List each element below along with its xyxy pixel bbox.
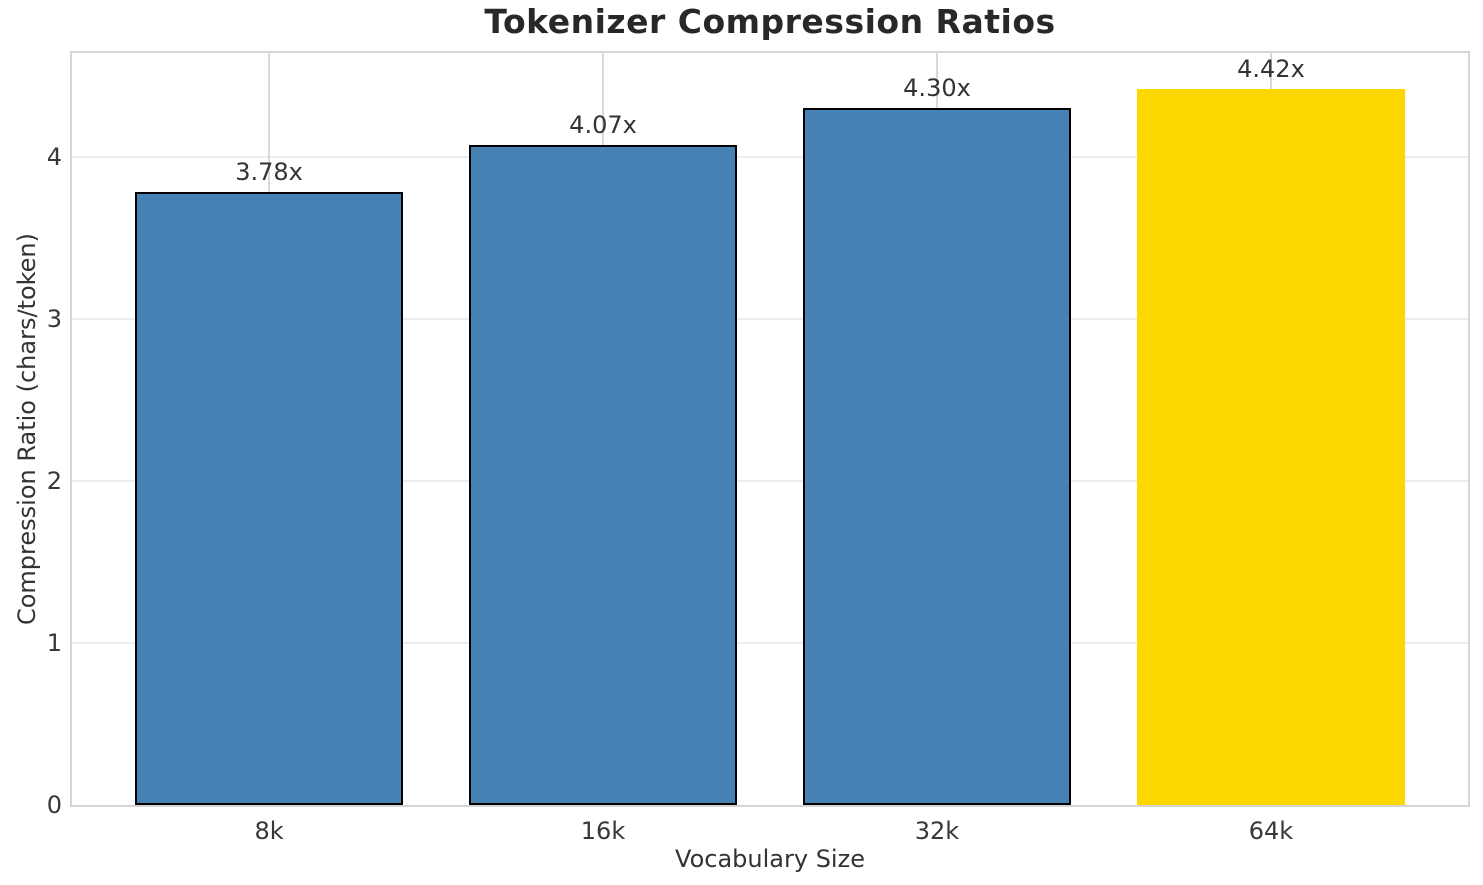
x-tick-label-64k: 64k	[1248, 817, 1294, 845]
bar-64k	[1137, 88, 1405, 805]
gridline-horizontal	[72, 479, 1468, 482]
y-tick-label: 0	[46, 791, 62, 819]
y-tick-label: 3	[46, 304, 62, 333]
bar-value-label: 4.42x	[1237, 54, 1305, 83]
bar-value-label: 3.78x	[235, 158, 303, 187]
gridline-horizontal	[72, 155, 1468, 158]
y-tick-label: 2	[46, 466, 62, 495]
bar-32k	[803, 108, 1071, 805]
y-tick-label: 1	[46, 628, 62, 657]
plot-area: 3.78x 4.07x 4.30x 4.42x	[70, 51, 1470, 807]
chart-title: Tokenizer Compression Ratios	[484, 2, 1056, 41]
bar-value-label: 4.07x	[569, 111, 637, 140]
y-tick-label: 4	[46, 142, 62, 171]
gridline-horizontal	[72, 641, 1468, 644]
x-axis-label: Vocabulary Size	[675, 845, 865, 873]
bar-16k	[469, 145, 737, 805]
y-axis-label: Compression Ratio (chars/token)	[13, 232, 41, 626]
x-tick-label-32k: 32k	[914, 817, 960, 845]
x-tick-label-8k: 8k	[254, 817, 284, 845]
bar-value-label: 4.30x	[903, 74, 971, 103]
bar-8k	[135, 192, 403, 805]
x-tick-label-16k: 16k	[580, 817, 626, 845]
gridline-horizontal	[72, 317, 1468, 320]
